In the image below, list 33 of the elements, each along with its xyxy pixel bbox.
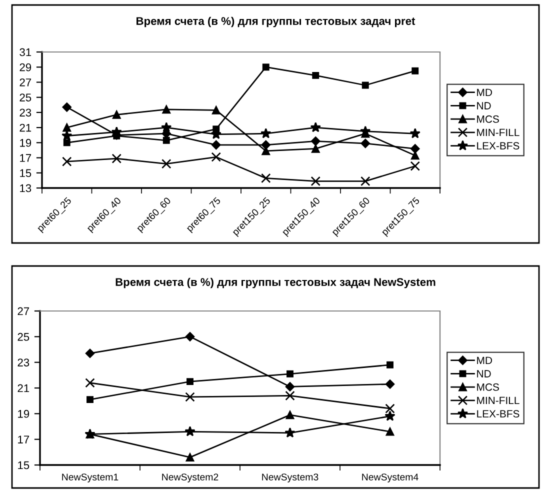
legend-label: LEX-BFS <box>477 142 520 150</box>
y-tick-label: 27 <box>20 78 32 86</box>
y-tick-label: 13 <box>20 184 32 192</box>
x-tick-label: NewSystem3 <box>262 474 318 482</box>
y-tick-label: 15 <box>18 461 30 470</box>
legend-label: MCS <box>477 115 499 123</box>
y-tick-label: 17 <box>20 154 32 162</box>
chart-title: Время счета (в %) для группы тестовых задач pret <box>136 16 416 28</box>
y-tick-label: 19 <box>20 138 32 147</box>
y-tick-label: 19 <box>18 410 30 418</box>
y-tick-label: 21 <box>18 384 30 392</box>
legend-label: ND <box>477 370 491 378</box>
y-tick-label: 25 <box>20 94 32 102</box>
chart-title: Время счета (в %) для группы тестовых задач NewSystem <box>116 278 436 288</box>
legend-label: LEX-BFS <box>477 410 520 418</box>
y-tick-label: 31 <box>20 48 32 56</box>
legend-label: MD <box>477 88 492 96</box>
y-tick-label: 29 <box>20 63 32 72</box>
x-tick-label: NewSystem1 <box>62 474 118 482</box>
y-tick-label: 23 <box>18 358 30 366</box>
y-tick-label: 15 <box>20 169 32 178</box>
y-tick-label: 17 <box>18 436 30 444</box>
legend-label: ND <box>477 102 491 110</box>
y-tick-label: 23 <box>20 108 32 117</box>
legend-label: MIN-FILL <box>477 396 520 404</box>
legend-label: MIN-FILL <box>477 128 520 136</box>
y-tick-label: 27 <box>18 307 30 316</box>
y-tick-label: 21 <box>20 124 32 132</box>
x-tick-label: NewSystem2 <box>162 474 218 482</box>
y-tick-label: 25 <box>18 332 30 341</box>
legend-label: MCS <box>477 383 499 391</box>
legend-label: MD <box>477 356 492 364</box>
x-tick-label: NewSystem4 <box>362 474 418 482</box>
